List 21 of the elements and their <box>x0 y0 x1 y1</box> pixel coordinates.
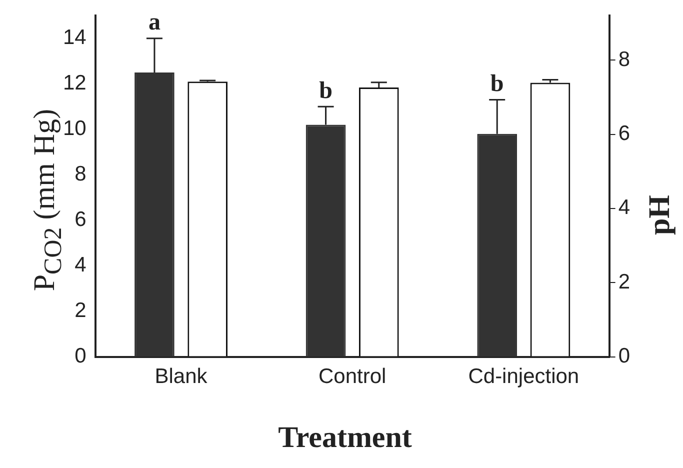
y2-axis-title: pH <box>643 194 677 236</box>
y-tick-label: 10 <box>63 117 86 140</box>
annotation: a <box>148 10 160 36</box>
y2-tick-label: 6 <box>618 122 630 146</box>
y-tick-label: 4 <box>74 254 87 277</box>
y2-tick-label: 4 <box>618 196 630 220</box>
annotation: b <box>490 70 504 97</box>
y-tick-label: 0 <box>74 344 86 368</box>
x-tick-label: Blank <box>154 365 208 388</box>
y2-tick-label: 2 <box>618 270 630 294</box>
annotation: b <box>319 78 332 104</box>
x-tick-label: Control <box>318 365 386 388</box>
y2-tick-label: 0 <box>618 344 630 368</box>
y-tick-label: 8 <box>74 162 86 186</box>
x-axis-title: Treatment <box>278 421 412 455</box>
x-tick-label: Cd-injection <box>468 365 580 388</box>
y-tick-label: 12 <box>63 72 86 95</box>
y-tick-label: 6 <box>74 208 86 232</box>
y-tick-label: 2 <box>74 299 86 322</box>
y2-tick-label: 8 <box>618 48 630 71</box>
y-tick-label: 14 <box>63 26 87 50</box>
